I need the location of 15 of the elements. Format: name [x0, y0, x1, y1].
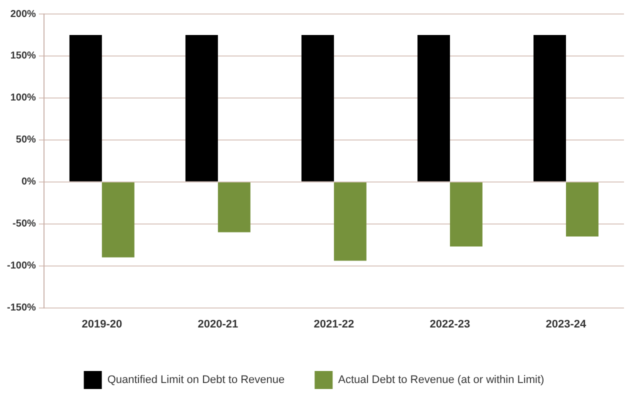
y-tick-label: 200%: [10, 8, 36, 20]
y-tick-label: -100%: [7, 260, 36, 272]
y-tick-label: 50%: [16, 134, 36, 146]
y-tick-label: -50%: [12, 218, 36, 230]
x-tick-label: 2021-22: [314, 318, 354, 330]
y-tick-label: 100%: [10, 92, 36, 104]
y-tick-label: -150%: [7, 302, 36, 314]
x-tick-label: 2022-23: [430, 318, 470, 330]
legend-label: Quantified Limit on Debt to Revenue: [107, 374, 285, 386]
y-tick-label: 0%: [21, 176, 36, 188]
x-tick-label: 2019-20: [82, 318, 122, 330]
legend-label: Actual Debt to Revenue (at or within Limit): [338, 374, 544, 386]
y-tick-label: 150%: [10, 50, 36, 62]
x-tick-label: 2023-24: [546, 318, 588, 330]
x-tick-label: 2020-21: [198, 318, 238, 330]
